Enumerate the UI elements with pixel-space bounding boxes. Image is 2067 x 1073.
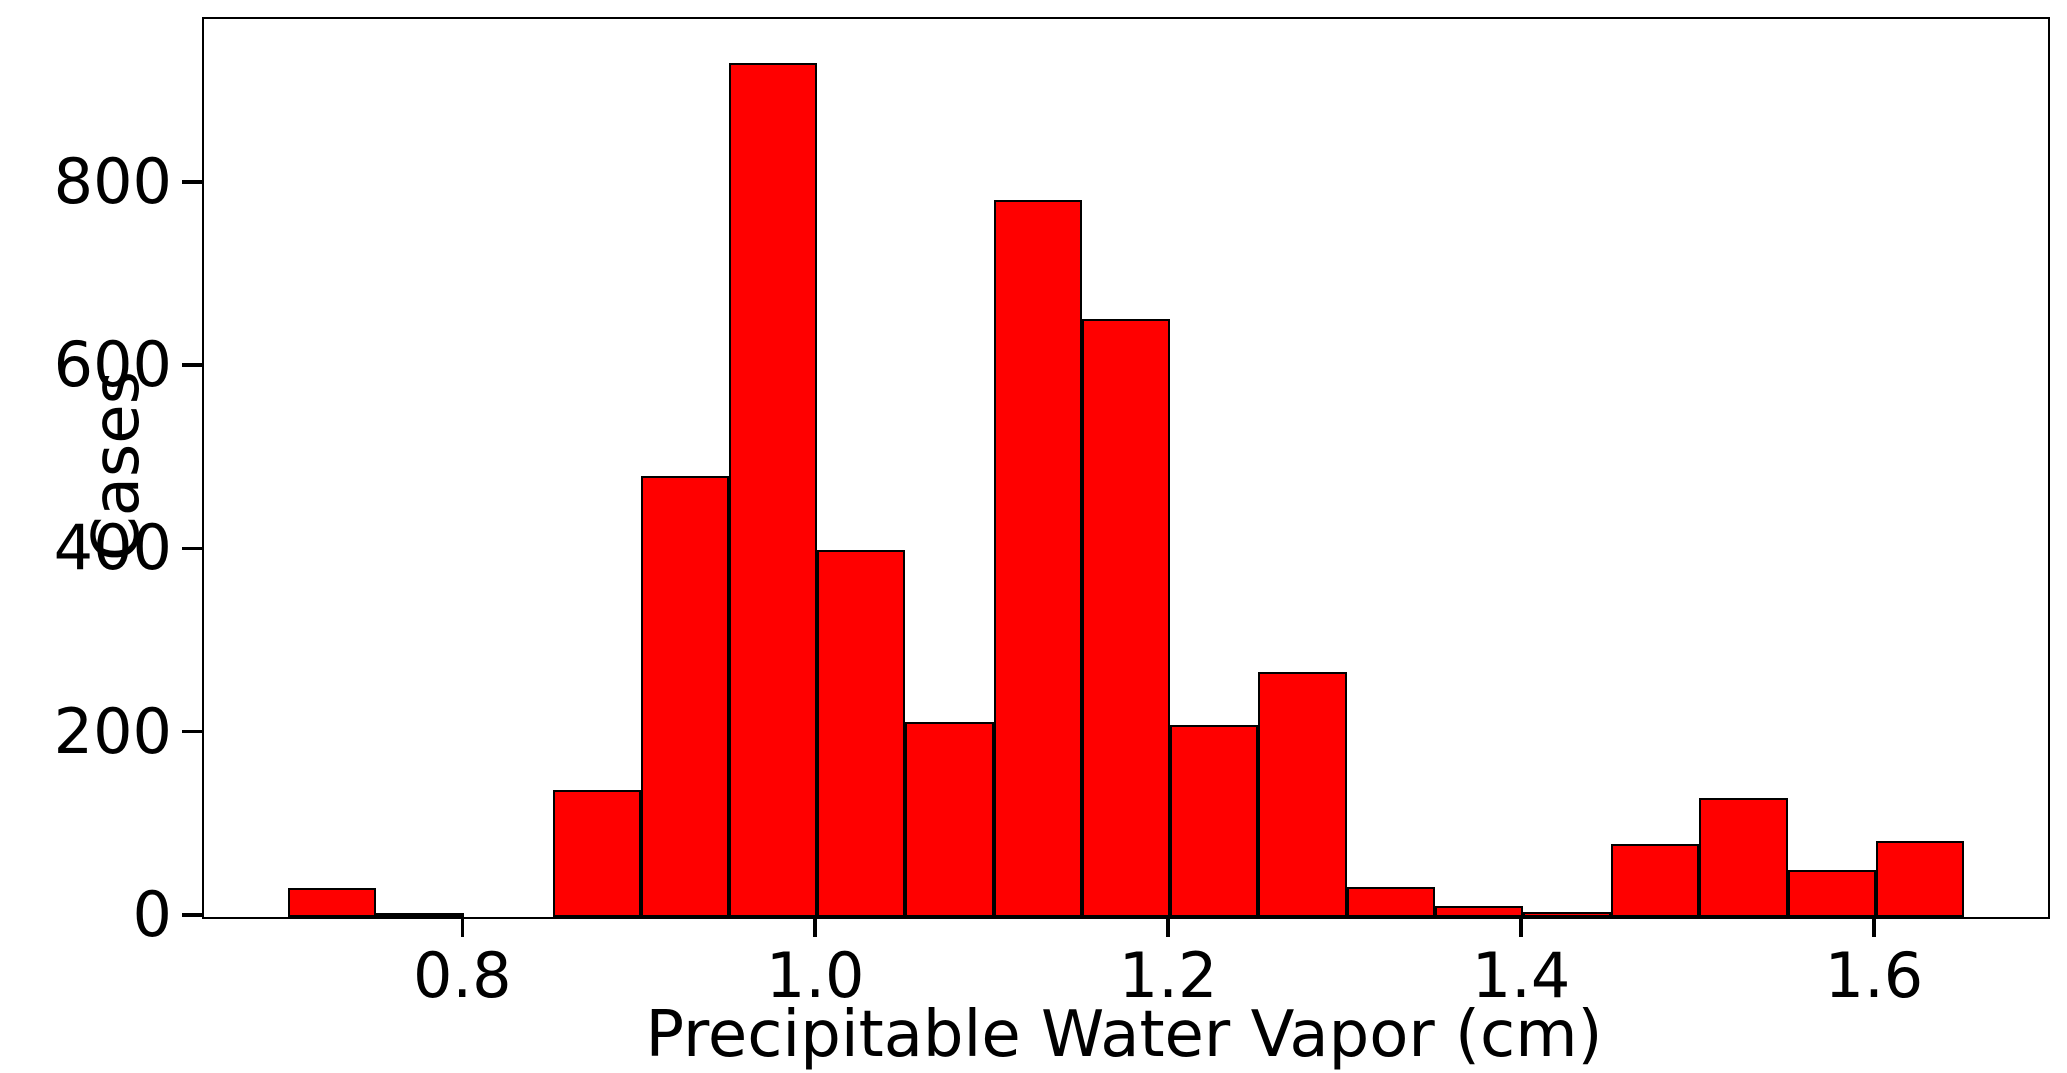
x-axis-label: Precipitable Water Vapor (cm) xyxy=(645,998,1603,1072)
x-axis-tick-mark xyxy=(1166,917,1170,937)
y-axis-tick-label: 0 xyxy=(132,878,172,951)
histogram-bar xyxy=(1346,886,1435,917)
y-axis-tick-label: 400 xyxy=(53,511,172,585)
histogram-bar xyxy=(1611,843,1700,917)
histogram-bar xyxy=(287,887,377,917)
y-axis-label: Cases xyxy=(79,371,154,561)
histogram-bar xyxy=(1787,870,1876,917)
y-axis-tick-mark xyxy=(182,180,202,184)
x-axis-tick-label: 1.0 xyxy=(765,939,865,1012)
histogram-bar xyxy=(1699,797,1788,917)
histogram-bar xyxy=(1523,912,1612,917)
y-axis-tick-mark xyxy=(182,363,202,367)
histogram-bar xyxy=(993,199,1082,917)
x-axis-tick-mark xyxy=(460,917,465,937)
x-axis-tick-label: 1.2 xyxy=(1118,939,1218,1012)
x-axis-tick-label: 0.8 xyxy=(412,939,512,1012)
histogram-bar xyxy=(728,62,818,917)
histogram-bar xyxy=(376,913,465,917)
y-axis-tick-mark xyxy=(182,546,202,551)
x-axis-tick-mark xyxy=(813,917,817,937)
plot-area xyxy=(202,17,2050,919)
histogram-bar xyxy=(1258,672,1347,917)
histogram-bar xyxy=(905,721,994,917)
histogram-bar xyxy=(817,550,906,917)
y-axis-tick-mark xyxy=(182,913,202,917)
histogram-bar xyxy=(1434,906,1524,917)
x-axis-tick-label: 1.6 xyxy=(1824,939,1924,1012)
x-axis-tick-mark xyxy=(1519,917,1523,937)
histogram-bar xyxy=(1170,724,1259,917)
y-axis-tick-label: 800 xyxy=(53,144,172,218)
histogram-bar xyxy=(552,789,641,917)
y-axis-tick-mark xyxy=(182,729,202,734)
x-axis-tick-label: 1.4 xyxy=(1471,939,1571,1012)
histogram-bar xyxy=(640,476,729,917)
y-axis-tick-label: 200 xyxy=(53,694,172,768)
x-axis-tick-mark xyxy=(1872,917,1876,937)
y-axis-tick-label: 600 xyxy=(53,328,172,402)
histogram-bar xyxy=(1875,840,1965,917)
histogram-bar xyxy=(1081,318,1171,917)
